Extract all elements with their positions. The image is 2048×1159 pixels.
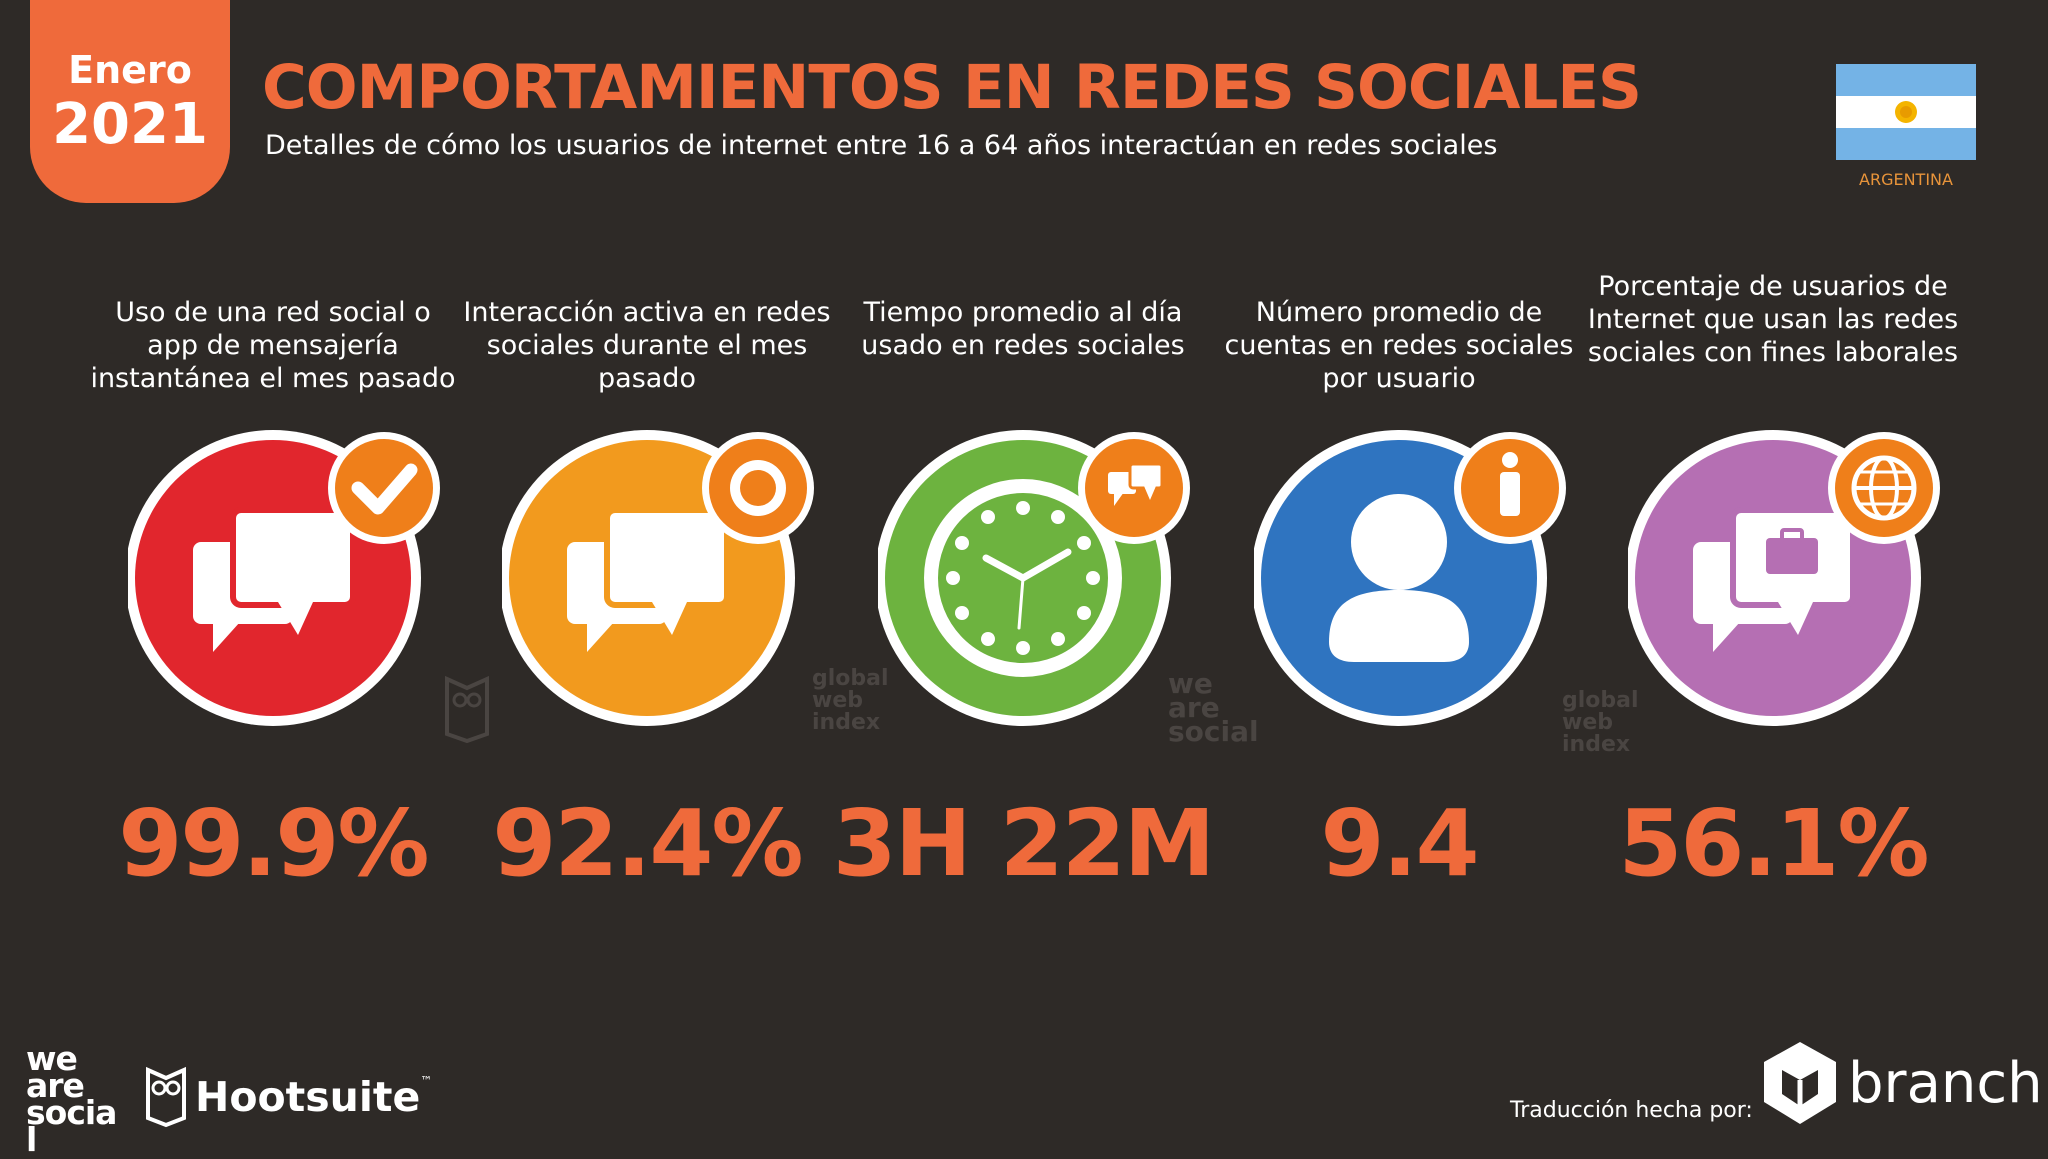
date-year: 2021 <box>52 92 208 157</box>
trademark-symbol: ™ <box>420 1074 433 1088</box>
stat-value: 99.9% <box>118 790 429 897</box>
stat-value: 56.1% <box>1618 790 1929 897</box>
stat-value: 92.4% <box>492 790 803 897</box>
date-badge: Enero 2021 <box>30 0 230 203</box>
stat-label: Tiempo promedio al día usado en redes so… <box>861 297 1185 361</box>
stat-label: Uso de una red social o app de mensajerí… <box>90 297 456 394</box>
argentina-flag-icon <box>1836 64 1976 160</box>
hootsuite-logo: Hootsuite ™ <box>145 1066 432 1128</box>
user-icon <box>1254 430 1566 726</box>
stat-label: Interacción activa en redes sociales dur… <box>463 297 831 394</box>
owl-icon <box>146 1066 186 1128</box>
country-label: ARGENTINA <box>1859 170 1953 189</box>
date-month: Enero <box>68 48 192 92</box>
gwi-watermark-logo: global web index <box>1562 688 1639 757</box>
branch-shield-icon <box>1764 1042 1836 1124</box>
stat-value: 9.4 <box>1320 790 1480 897</box>
hootsuite-logo-text: Hootsuite <box>195 1073 421 1121</box>
branch-logo-text: branch <box>1848 1050 2043 1116</box>
translation-credit: Traducción hecha por: <box>1510 1098 1753 1123</box>
owl-watermark-icon <box>445 676 489 744</box>
wearesocial-logo-text: we are social <box>26 1039 117 1159</box>
branch-logo: branch <box>1760 1040 2043 1126</box>
gwi-watermark-logo: global web index <box>812 666 889 735</box>
clock-icon <box>878 430 1190 726</box>
briefcase-chat-icon <box>1628 430 1940 726</box>
wearesocial-logo: we are social <box>26 1039 126 1159</box>
stat-value: 3H 22M <box>832 790 1216 897</box>
chat-bubbles-icon <box>502 430 814 726</box>
stat-label: Porcentaje de usuarios de Internet que u… <box>1587 271 1959 368</box>
stat-label: Número promedio de cuentas en redes soci… <box>1224 297 1574 394</box>
wearesocial-watermark-logo: we are social <box>1168 667 1259 748</box>
page-title: COMPORTAMIENTOS EN REDES SOCIALES <box>262 52 1642 123</box>
page-subtitle: Detalles de cómo los usuarios de interne… <box>265 130 1498 161</box>
chat-bubbles-icon <box>128 430 440 726</box>
